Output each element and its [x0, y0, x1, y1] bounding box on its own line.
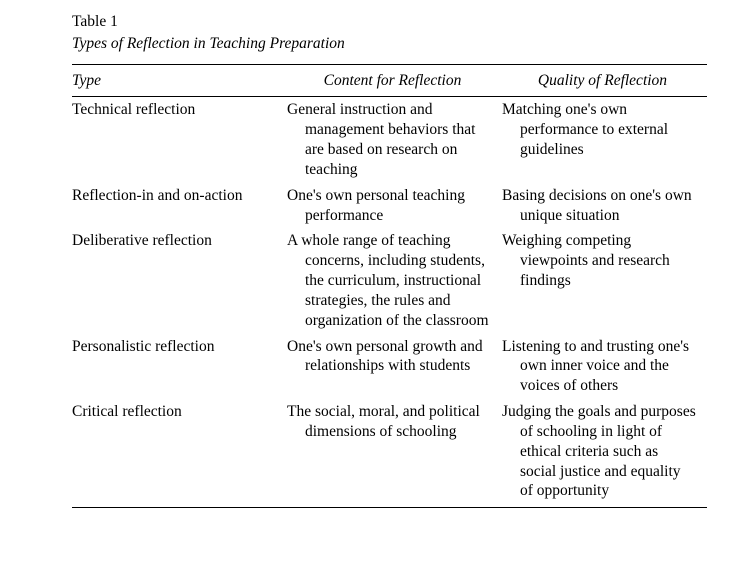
cell-quality: Matching one's own performance to extern…	[502, 97, 707, 183]
cell-quality: Listening to and trusting one's own inne…	[502, 334, 707, 399]
cell-type: Personalistic reflection	[72, 334, 287, 399]
cell-quality: Weighing competing viewpoints and resear…	[502, 228, 707, 333]
cell-content: The social, moral, and political dimensi…	[287, 399, 502, 508]
table-row: Technical reflection General instruction…	[72, 97, 707, 183]
cell-type: Reflection-in and on-action	[72, 183, 287, 229]
col-header-content: Content for Reflection	[287, 64, 502, 97]
table-row: Reflection-in and on-action One's own pe…	[72, 183, 707, 229]
page: Table 1 Types of Reflection in Teaching …	[0, 0, 753, 588]
reflection-table: Type Content for Reflection Quality of R…	[72, 64, 707, 509]
table-row: Critical reflection The social, moral, a…	[72, 399, 707, 508]
cell-content: One's own personal growth and relationsh…	[287, 334, 502, 399]
cell-type: Deliberative reflection	[72, 228, 287, 333]
table-label: Table 1	[72, 12, 707, 32]
col-header-quality: Quality of Reflection	[502, 64, 707, 97]
cell-quality: Judging the goals and purposes of school…	[502, 399, 707, 508]
cell-content: A whole range of teaching concerns, incl…	[287, 228, 502, 333]
table-row: Deliberative reflection A whole range of…	[72, 228, 707, 333]
table-header-row: Type Content for Reflection Quality of R…	[72, 64, 707, 97]
cell-content: One's own personal teaching performance	[287, 183, 502, 229]
table-caption: Types of Reflection in Teaching Preparat…	[72, 34, 707, 54]
cell-content: General instruction and management behav…	[287, 97, 502, 183]
cell-quality: Basing decisions on one's own unique sit…	[502, 183, 707, 229]
col-header-type: Type	[72, 64, 287, 97]
cell-type: Critical reflection	[72, 399, 287, 508]
cell-type: Technical reflection	[72, 97, 287, 183]
table-row: Personalistic reflection One's own perso…	[72, 334, 707, 399]
